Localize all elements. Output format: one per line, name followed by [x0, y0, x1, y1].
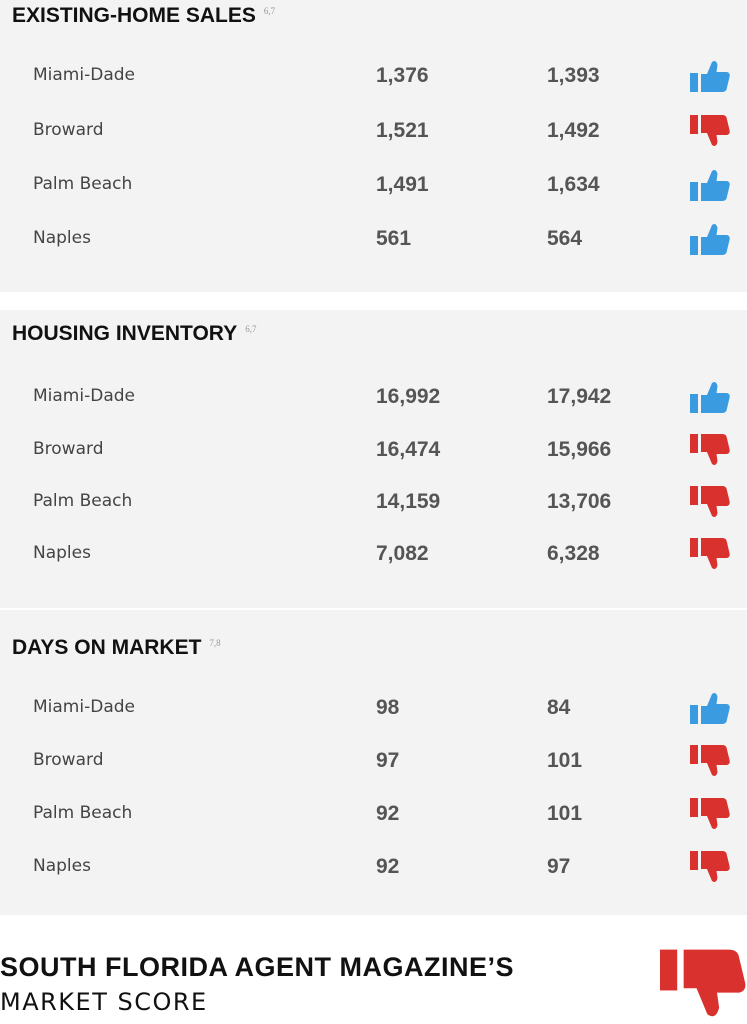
region-name: Naples [33, 543, 91, 563]
value-1: 1,521 [376, 119, 429, 142]
value-2: 564 [547, 227, 583, 250]
section-background [0, 310, 747, 608]
value-1: 7,082 [376, 542, 429, 565]
thumb-down [690, 434, 730, 465]
value-2: 101 [547, 749, 583, 772]
value-1: 1,376 [376, 64, 429, 87]
thumb-up [690, 224, 730, 255]
region-name: Broward [33, 120, 104, 140]
value-2: 1,393 [547, 64, 600, 87]
region-name: Miami-Dade [33, 65, 135, 85]
region-name: Miami-Dade [33, 697, 135, 717]
thumb-down [690, 486, 730, 517]
section-title: DAYS ON MARKET 7,8 [12, 636, 221, 660]
thumb-up [690, 693, 730, 724]
thumb-up [690, 61, 730, 92]
region-name: Palm Beach [33, 174, 133, 194]
footnote-ref: 6,7 [245, 324, 257, 334]
value-2: 6,328 [547, 542, 600, 565]
section-background [0, 610, 747, 915]
section-title-text: EXISTING-HOME SALES [12, 4, 256, 27]
region-name: Broward [33, 439, 104, 459]
thumb-up [690, 170, 730, 201]
footnote-ref: 7,8 [209, 638, 221, 648]
region-name: Naples [33, 856, 91, 876]
section-background [0, 0, 747, 292]
value-2: 17,942 [547, 385, 612, 408]
value-1: 1,491 [376, 173, 429, 196]
footnote-ref: 6,7 [263, 6, 276, 16]
value-2: 1,492 [547, 119, 600, 142]
thumb-down [690, 115, 730, 146]
value-2: 1,634 [547, 173, 600, 196]
thumb-down [690, 798, 730, 829]
value-1: 16,474 [376, 438, 441, 461]
section-title: HOUSING INVENTORY 6,7 [12, 322, 256, 346]
value-2: 15,966 [547, 438, 612, 461]
thumb-down [690, 851, 730, 882]
section-title-text: DAYS ON MARKET [12, 636, 202, 659]
region-name: Palm Beach [33, 803, 133, 823]
thumb-down [690, 538, 730, 569]
value-2: 84 [547, 696, 571, 719]
value-2: 13,706 [547, 490, 612, 513]
region-name: Naples [33, 228, 91, 248]
region-name: Miami-Dade [33, 386, 135, 406]
value-2: 101 [547, 802, 583, 825]
value-1: 16,992 [376, 385, 441, 408]
section-title: EXISTING-HOME SALES 6,7 [12, 4, 275, 28]
value-2: 97 [547, 855, 571, 878]
section-title-text: HOUSING INVENTORY [12, 322, 238, 345]
value-1: 14,159 [376, 490, 441, 513]
value-1: 98 [376, 696, 400, 719]
thumb-down [660, 949, 746, 1017]
region-name: Palm Beach [33, 491, 133, 511]
region-name: Broward [33, 750, 104, 770]
value-1: 92 [376, 855, 400, 878]
thumb-up [690, 382, 730, 413]
value-1: 97 [376, 749, 400, 772]
value-1: 561 [376, 227, 412, 250]
footer-title: SOUTH FLORIDA AGENT MAGAZINE’S [0, 952, 514, 982]
thumb-down [690, 745, 730, 776]
footer-subtitle: MARKET SCORE [0, 988, 208, 1016]
value-1: 92 [376, 802, 400, 825]
